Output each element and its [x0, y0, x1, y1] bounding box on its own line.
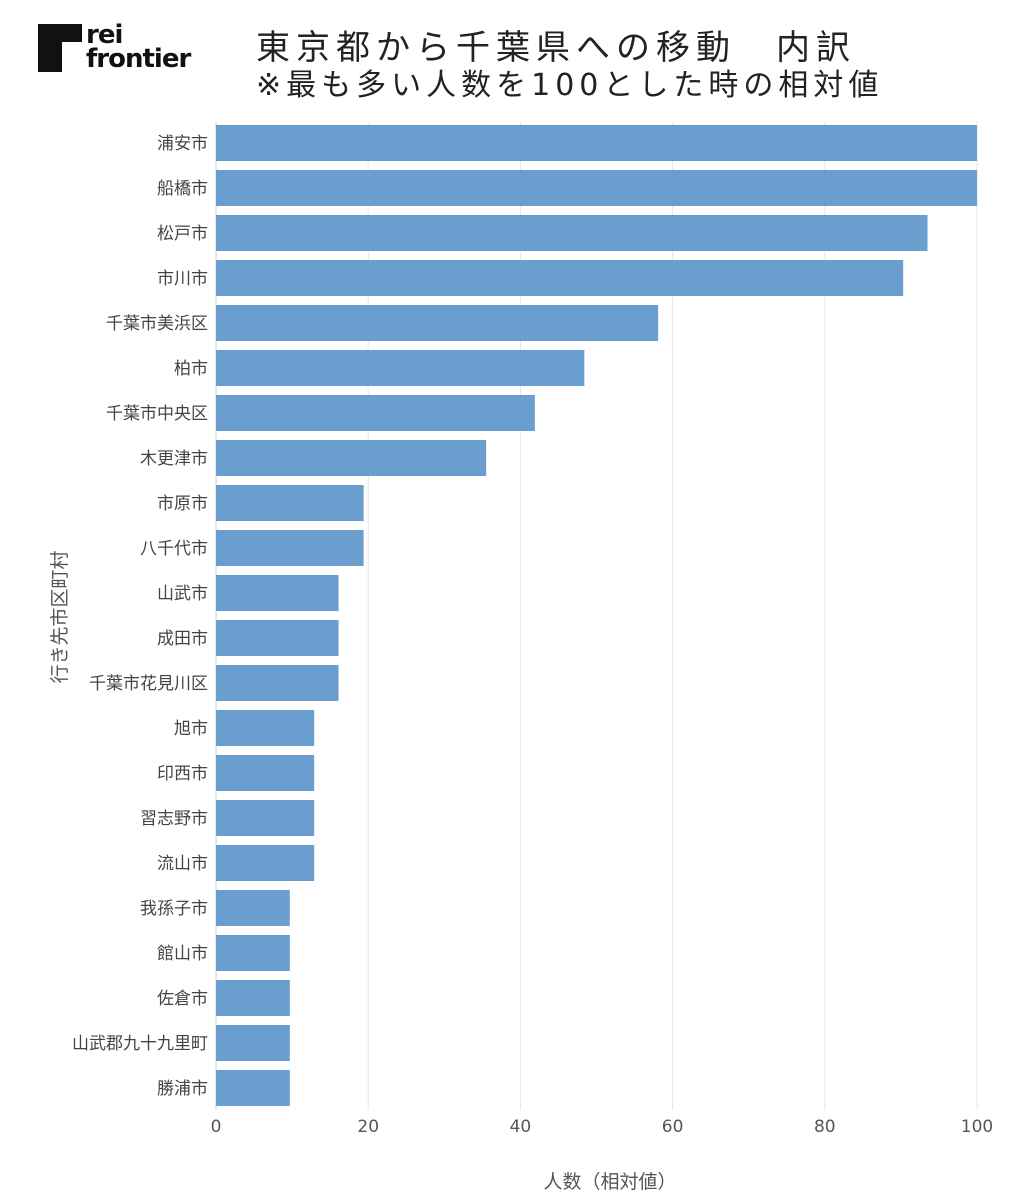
x-tick-label: 60 [662, 1117, 684, 1137]
bar [216, 575, 339, 611]
x-tick-label: 20 [357, 1117, 379, 1137]
category-label: 習志野市 [140, 809, 208, 829]
category-label: 我孫子市 [140, 899, 208, 919]
category-label: 市川市 [157, 269, 208, 289]
category-labels: 浦安市船橋市松戸市市川市千葉市美浜区柏市千葉市中央区木更津市市原市八千代市山武市… [72, 134, 208, 1099]
category-label: 印西市 [157, 764, 208, 784]
category-label: 勝浦市 [157, 1079, 208, 1099]
category-label: 佐倉市 [157, 989, 208, 1009]
category-label: 市原市 [157, 494, 208, 514]
category-label: 松戸市 [157, 224, 208, 244]
bar [216, 350, 585, 386]
bar [216, 305, 659, 341]
brand-logo: rei frontier [38, 20, 191, 74]
logo-line2: frontier [86, 44, 191, 74]
bars [216, 125, 977, 1106]
category-label: 山武郡九十九里町 [72, 1034, 208, 1054]
bar [216, 890, 290, 926]
bar [216, 755, 315, 791]
bar [216, 1070, 290, 1106]
bar [216, 980, 290, 1016]
category-label: 館山市 [157, 944, 208, 964]
category-label: 船橋市 [157, 179, 208, 199]
bar [216, 440, 487, 476]
brand-mark-icon [38, 24, 82, 72]
category-label: 山武市 [157, 584, 208, 604]
category-label: 成田市 [157, 629, 208, 649]
bar [216, 620, 339, 656]
category-label: 柏市 [174, 359, 208, 379]
logo-line1: rei [86, 20, 123, 50]
bar [216, 485, 364, 521]
category-label: 浦安市 [157, 134, 208, 154]
bar [216, 215, 928, 251]
category-label: 木更津市 [140, 449, 208, 469]
category-label: 千葉市花見川区 [89, 674, 208, 694]
bar [216, 260, 904, 296]
chart-subtitle: ※最も多い人数を100とした時の相対値 [256, 68, 884, 103]
bar [216, 1025, 290, 1061]
bar [216, 125, 977, 161]
category-label: 流山市 [157, 854, 208, 874]
x-tick-labels: 0 20 40 60 80 100 [211, 1117, 994, 1137]
bar [216, 530, 364, 566]
bar [216, 800, 315, 836]
category-label: 千葉市美浜区 [106, 314, 208, 334]
bar [216, 395, 535, 431]
category-label: 旭市 [174, 719, 208, 739]
x-tick-label: 100 [961, 1117, 993, 1137]
bar [216, 170, 977, 206]
chart-title: 東京都から千葉県への移動 内訳 [256, 28, 856, 68]
bar [216, 665, 339, 701]
bar [216, 935, 290, 971]
x-tick-label: 0 [211, 1117, 222, 1137]
x-tick-label: 80 [814, 1117, 836, 1137]
x-axis-title: 人数（相対値） [543, 1171, 676, 1193]
category-label: 千葉市中央区 [106, 404, 208, 424]
bar [216, 710, 315, 746]
y-axis-title: 行き先市区町村 [49, 550, 71, 683]
bar [216, 845, 315, 881]
x-tick-label: 40 [510, 1117, 532, 1137]
category-label: 八千代市 [140, 539, 208, 559]
